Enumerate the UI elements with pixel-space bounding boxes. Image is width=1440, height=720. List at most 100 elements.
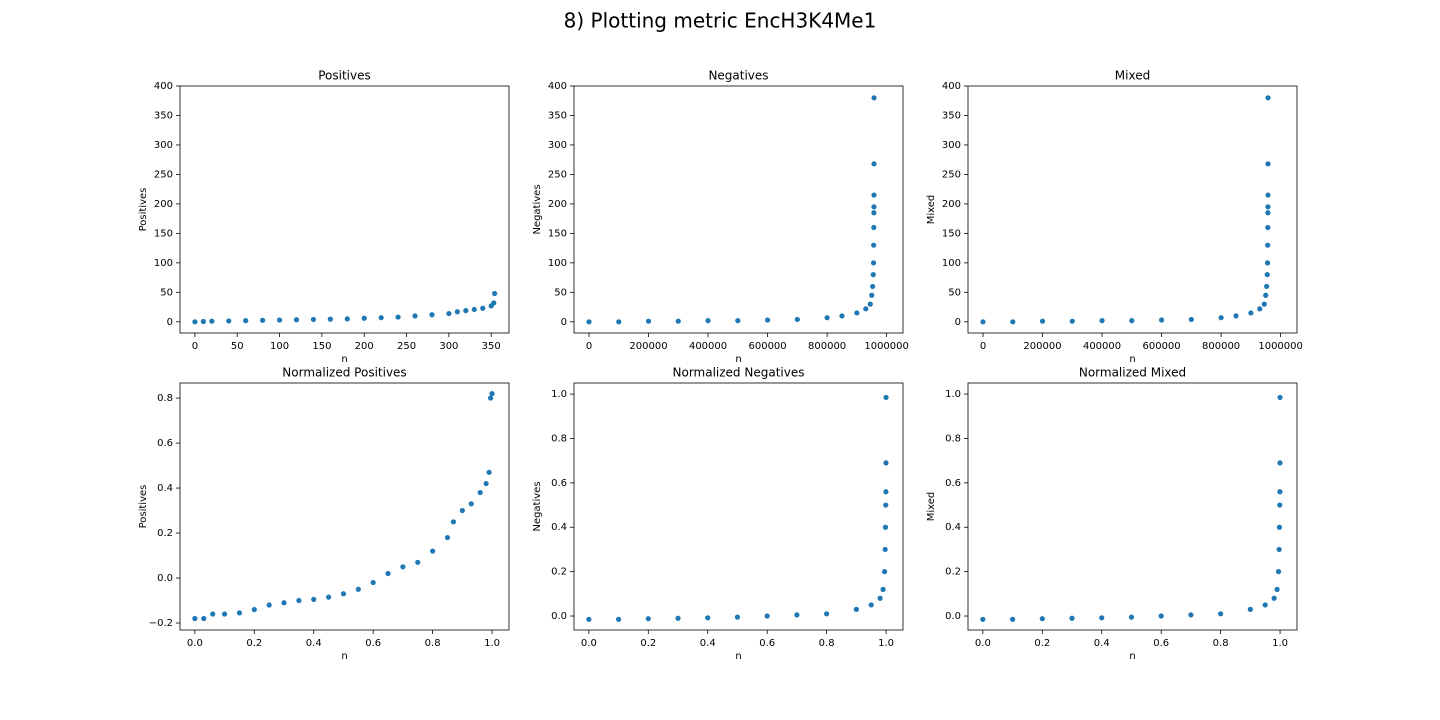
x-tick-label: 0.6 xyxy=(1153,638,1169,649)
point xyxy=(395,314,401,320)
point xyxy=(871,192,877,198)
y-tick-label: 0.6 xyxy=(551,478,567,489)
point xyxy=(868,602,874,608)
point xyxy=(266,602,272,608)
point xyxy=(444,534,451,541)
y-tick-label: 0.2 xyxy=(157,528,173,539)
point xyxy=(483,480,489,487)
y-tick-label: 250 xyxy=(154,169,173,180)
x-tick-label: 600000 xyxy=(748,341,786,352)
y-tick-label: 300 xyxy=(154,140,173,151)
point xyxy=(1276,524,1283,530)
point xyxy=(210,611,216,617)
point xyxy=(1277,502,1283,508)
x-tick-label: 0.0 xyxy=(975,638,991,649)
y-tick-label: 100 xyxy=(154,258,173,269)
point xyxy=(293,317,300,323)
point xyxy=(1261,301,1267,307)
y-tick-label: 300 xyxy=(942,140,961,151)
y-tick-label: 0.0 xyxy=(945,611,961,622)
y-tick-label: 150 xyxy=(154,228,173,239)
point xyxy=(200,318,206,325)
point xyxy=(1264,272,1270,278)
point xyxy=(446,310,452,317)
x-tick-label: 0.4 xyxy=(1094,638,1110,649)
point xyxy=(1265,95,1271,101)
point xyxy=(645,318,652,324)
y-axis-label: Negatives xyxy=(532,184,543,234)
subplot: Normalized Negatives n Negatives 0.0 0.2 0.4 0… xyxy=(532,366,904,662)
point xyxy=(480,305,486,311)
point xyxy=(705,318,711,324)
x-tick-label: 250 xyxy=(397,341,416,352)
point xyxy=(209,318,215,324)
point xyxy=(1099,318,1105,324)
point xyxy=(454,309,460,315)
point xyxy=(486,469,492,475)
point xyxy=(192,615,198,622)
x-tick-label: 0 xyxy=(980,341,986,352)
point xyxy=(236,610,243,616)
subplot: Positives n Positives 0 50 100 150 200 250 300 350… xyxy=(138,69,510,365)
point xyxy=(260,317,266,323)
point xyxy=(1277,460,1283,466)
point xyxy=(854,310,860,316)
y-tick-label: 0.8 xyxy=(551,433,567,444)
axes-frame xyxy=(179,85,510,334)
point xyxy=(468,501,474,507)
point xyxy=(871,204,877,210)
x-tick-label: 0.0 xyxy=(187,638,203,649)
point xyxy=(586,616,592,622)
point xyxy=(429,312,435,318)
y-tick-label: 400 xyxy=(154,81,173,92)
subplot: Negatives n Negatives 0 200000 400000 600000 80… xyxy=(532,69,909,366)
y-tick-label: 300 xyxy=(548,140,567,151)
point xyxy=(1265,210,1271,216)
x-tick-label: 0.6 xyxy=(365,638,381,649)
point xyxy=(1248,310,1254,316)
subplot-title: Mixed xyxy=(1115,69,1150,83)
x-tick-label: 1.0 xyxy=(484,638,500,649)
point xyxy=(311,596,317,603)
point xyxy=(492,290,498,297)
point xyxy=(880,586,886,592)
point xyxy=(296,597,302,604)
y-tick-label: 0 xyxy=(955,317,961,328)
point xyxy=(882,546,888,553)
x-tick-label: 100 xyxy=(270,341,289,352)
point xyxy=(839,313,845,319)
subplot-title: Normalized Positives xyxy=(282,366,406,380)
point xyxy=(430,548,436,554)
y-tick-label: 200 xyxy=(942,199,961,210)
point xyxy=(735,318,741,324)
x-tick-label: 0 xyxy=(586,341,592,352)
x-tick-label: 50 xyxy=(231,341,244,352)
point xyxy=(1264,260,1271,266)
point xyxy=(487,395,494,401)
axes-frame xyxy=(967,382,1298,631)
y-tick-label: 0.6 xyxy=(945,478,961,489)
point xyxy=(870,272,876,278)
point xyxy=(1277,394,1283,401)
x-axis-label: n xyxy=(341,354,347,365)
y-axis-label: Positives xyxy=(138,485,149,529)
axes-frame xyxy=(967,85,1298,334)
point xyxy=(1265,204,1271,210)
point xyxy=(1271,595,1277,601)
y-tick-label: 0.2 xyxy=(551,567,567,578)
point xyxy=(1263,292,1269,298)
point xyxy=(1276,546,1282,553)
y-tick-label: 350 xyxy=(154,110,173,121)
x-tick-label: 0.4 xyxy=(700,638,716,649)
point xyxy=(192,319,198,325)
point xyxy=(871,242,877,248)
point xyxy=(1275,569,1282,575)
y-tick-label: 1.0 xyxy=(945,389,961,400)
point xyxy=(1158,613,1164,619)
point xyxy=(883,394,889,401)
point xyxy=(361,315,367,321)
y-tick-label: 0.8 xyxy=(157,393,173,404)
point xyxy=(340,591,347,597)
y-tick-label: 0.0 xyxy=(157,573,173,584)
